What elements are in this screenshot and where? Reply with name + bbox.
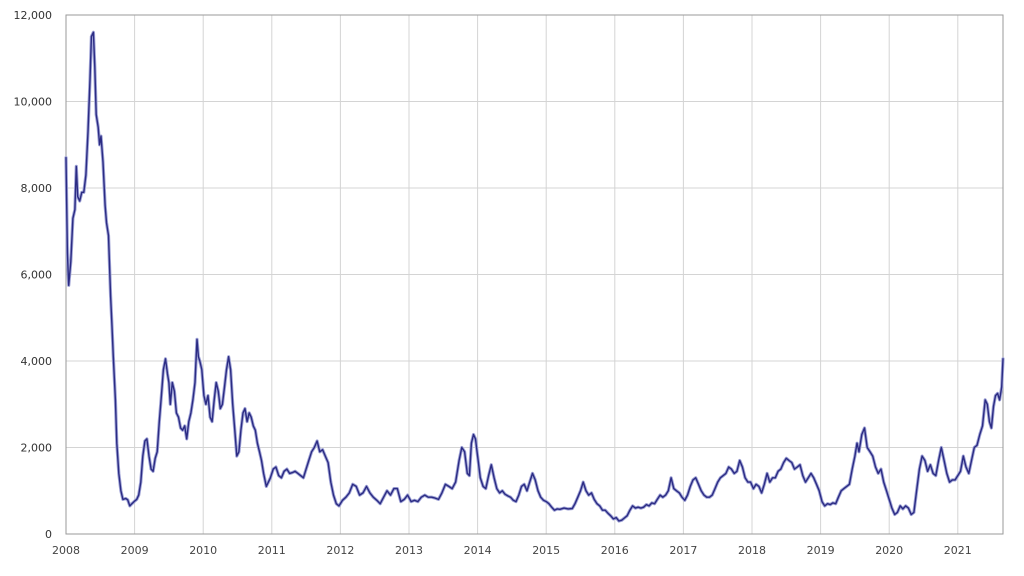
y-tick-label: 2,000 bbox=[21, 442, 53, 455]
x-tick-label: 2008 bbox=[52, 544, 80, 557]
x-axis-labels: 2008 2009 2010 2011 2012 2013 2014 2015 2016 2017… bbox=[52, 544, 972, 557]
x-tick-label: 2015 bbox=[532, 544, 560, 557]
plot-area-frame bbox=[65, 14, 1004, 535]
grid-lines bbox=[66, 15, 1003, 534]
x-tick-label: 2010 bbox=[189, 544, 217, 557]
x-tick-label: 2020 bbox=[875, 544, 903, 557]
x-tick-label: 2019 bbox=[807, 544, 835, 557]
x-tick-label: 2017 bbox=[669, 544, 697, 557]
x-tick-label: 2011 bbox=[258, 544, 286, 557]
x-tick-label: 2018 bbox=[738, 544, 766, 557]
y-tick-label: 6,000 bbox=[21, 269, 53, 282]
x-tick-label: 2014 bbox=[464, 544, 492, 557]
x-tick-label: 2013 bbox=[395, 544, 423, 557]
x-tick-label: 2012 bbox=[326, 544, 354, 557]
y-tick-label: 0 bbox=[45, 528, 52, 541]
x-tick-label: 2009 bbox=[121, 544, 149, 557]
x-tick-label: 2016 bbox=[601, 544, 629, 557]
y-tick-label: 8,000 bbox=[21, 182, 53, 195]
y-axis-labels: 0 2,000 4,000 6,000 8,000 10,000 12,000 bbox=[14, 9, 53, 541]
y-tick-label: 12,000 bbox=[14, 9, 53, 22]
y-tick-label: 10,000 bbox=[14, 96, 53, 109]
x-tick-label: 2021 bbox=[944, 544, 972, 557]
series-line bbox=[65, 31, 1004, 522]
y-tick-label: 4,000 bbox=[21, 355, 53, 368]
